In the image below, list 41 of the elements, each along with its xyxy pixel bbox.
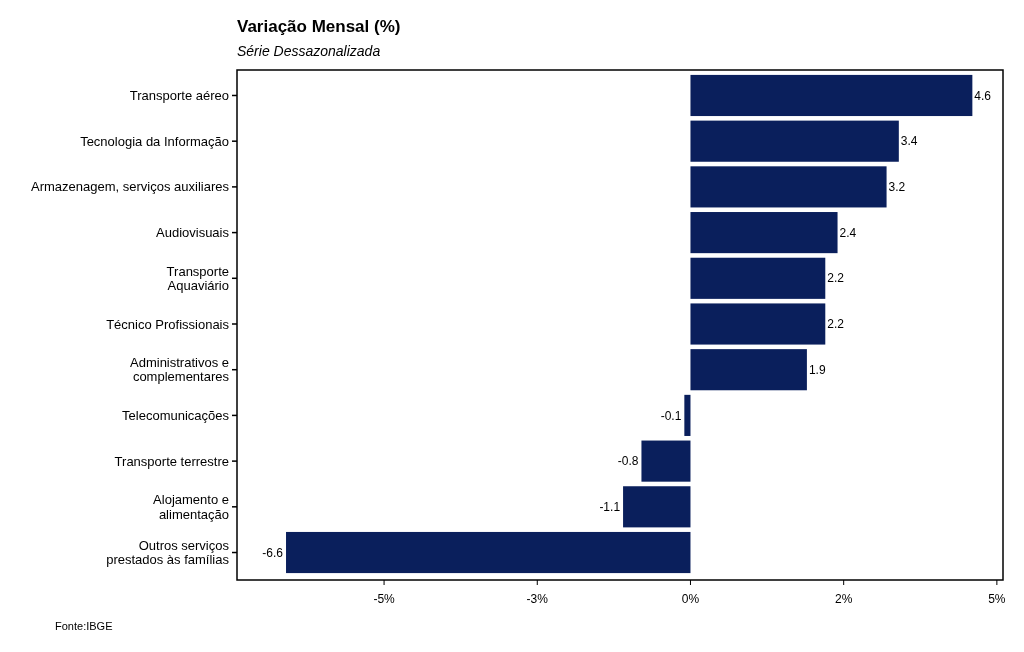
bar [641,440,691,482]
data-label: 2.2 [827,317,845,332]
data-label: -0.8 [617,454,639,469]
data-label: -0.1 [660,408,682,423]
bar [690,257,826,299]
chart-title: Variação Mensal (%) [237,17,401,36]
bar [690,303,826,345]
bar [690,212,838,254]
y-tick-label: Audiovisuais [156,225,230,241]
chart-subtitle: Série Dessazonalizada [237,43,381,59]
bar [684,394,691,436]
data-label: 2.2 [827,271,845,286]
bar [690,166,887,208]
x-tick-label: 0% [681,592,700,606]
bar [690,349,807,391]
y-tick-label: Telecomunicações [122,407,230,423]
bar [286,531,691,574]
y-tick-label: Transporte aéreo [129,88,229,104]
data-label: -1.1 [599,500,621,515]
data-label: 3.4 [900,134,918,149]
y-tick-label: Administrativos e complementares [130,355,230,385]
data-label: 2.4 [839,225,857,240]
bar [690,120,899,162]
x-tick-label: -5% [373,592,396,606]
data-label: 1.9 [808,362,826,377]
x-tick-label: 2% [835,592,853,606]
y-tick-label: Outros serviços prestados às famílias [106,537,230,568]
y-tick-label: Armazenagem, serviços auxiliares [31,179,230,195]
y-tick-label: Transporte terrestre [114,453,229,469]
y-tick-label: Transporte Aquaviário [166,263,229,293]
source-note: Fonte:IBGE [55,620,113,632]
y-tick-label: Técnico Profissionais [106,316,230,332]
data-label: 3.2 [888,180,906,195]
bar [690,74,973,117]
bar [623,486,691,528]
data-label: -6.6 [262,545,284,560]
data-label: 4.6 [974,88,992,103]
y-tick-label: Tecnologia da Informação [80,133,229,149]
y-tick-label: Alojamento e alimentação [153,492,229,522]
x-tick-label: -3% [526,592,549,606]
x-tick-label: 5% [988,592,1006,606]
